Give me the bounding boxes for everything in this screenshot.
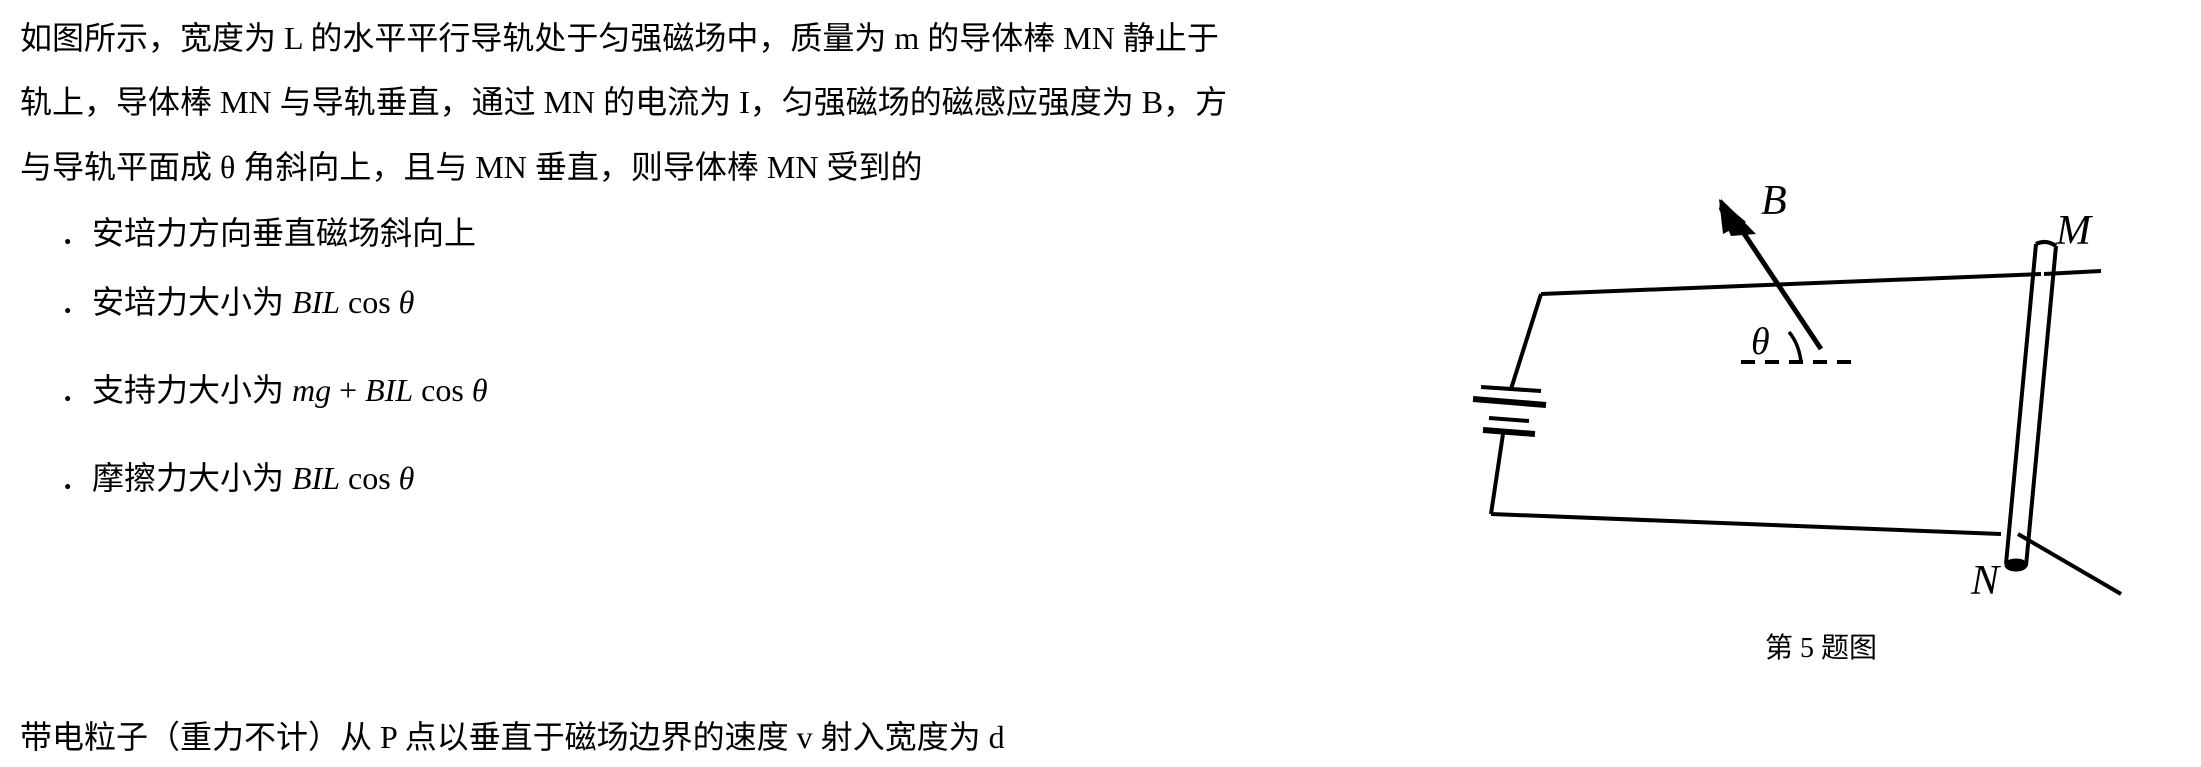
figure-column: B M N θ 第 5 题图	[1461, 74, 2181, 674]
partial-top-line: 如图所示，宽度为 L 的水平平行导轨处于匀强磁场中，质量为 m 的导体棒 MN …	[20, 10, 2181, 68]
option-b-text: ．安培力大小为 BIL cos θ	[60, 284, 414, 320]
problem-line-2: 轨上，导体棒 MN 与导轨垂直，通过 MN 的电流为 I，匀强磁场的磁感应强度为…	[20, 74, 1441, 132]
option-a: ．安培力方向垂直磁场斜向上	[20, 205, 1441, 263]
label-b: B	[1761, 178, 1787, 224]
option-d: ．摩擦力大小为 BIL cos θ	[20, 450, 1441, 508]
option-c: ．支持力大小为 mg + BIL cos θ	[20, 362, 1441, 420]
text-column: 轨上，导体棒 MN 与导轨垂直，通过 MN 的电流为 I，匀强磁场的磁感应强度为…	[20, 74, 1461, 674]
option-c-text: ．支持力大小为 mg + BIL cos θ	[60, 372, 488, 408]
content-wrapper: 轨上，导体棒 MN 与导轨垂直，通过 MN 的电流为 I，匀强磁场的磁感应强度为…	[20, 74, 2181, 674]
label-n: N	[1970, 558, 2001, 604]
label-theta: θ	[1751, 321, 1770, 363]
partial-bottom-line: 带电粒子（重力不计）从 P 点以垂直于磁场边界的速度 v 射入宽度为 d	[20, 709, 1005, 767]
figure-caption: 第 5 题图	[1461, 624, 2181, 674]
circuit-diagram: B M N θ	[1461, 174, 2161, 614]
option-d-text: ．摩擦力大小为 BIL cos θ	[60, 460, 414, 496]
label-m: M	[2055, 208, 2093, 254]
problem-line-3: 与导轨平面成 θ 角斜向上，且与 MN 垂直，则导体棒 MN 受到的	[20, 139, 1441, 197]
option-b: ．安培力大小为 BIL cos θ	[20, 274, 1441, 332]
option-a-text: ．安培力方向垂直磁场斜向上	[60, 215, 476, 251]
